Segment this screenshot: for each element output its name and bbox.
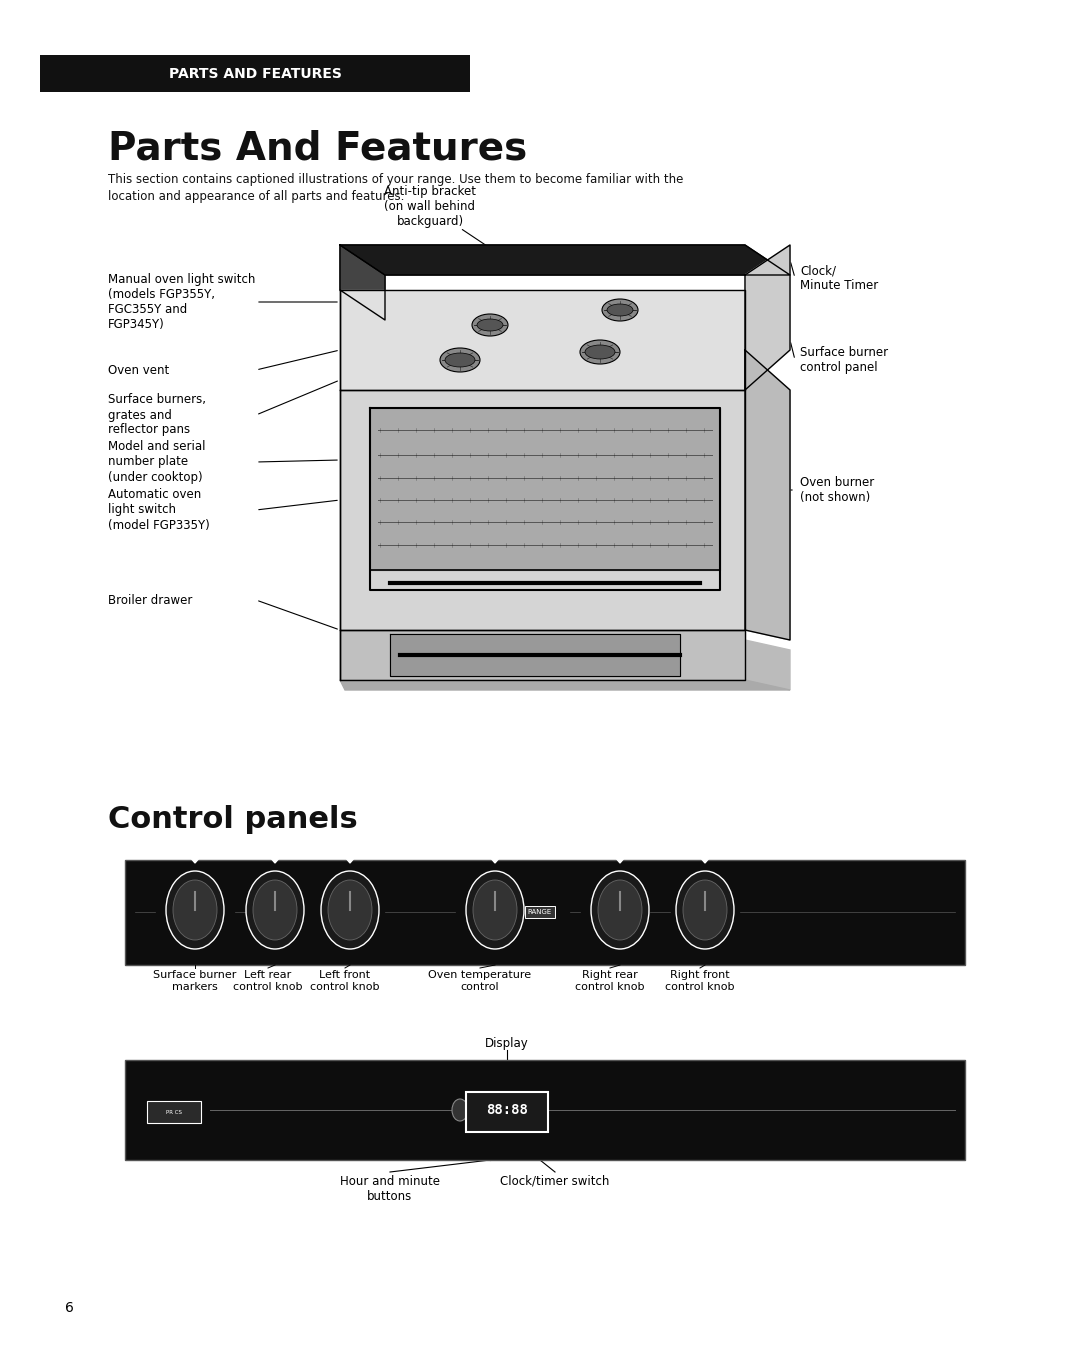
Polygon shape bbox=[700, 857, 710, 863]
Text: 6: 6 bbox=[65, 1301, 73, 1316]
Text: 88:88: 88:88 bbox=[486, 1103, 528, 1117]
Ellipse shape bbox=[328, 880, 372, 940]
Text: Oven vent: Oven vent bbox=[108, 364, 170, 376]
Ellipse shape bbox=[173, 880, 217, 940]
Ellipse shape bbox=[585, 345, 615, 359]
Bar bbox=[40, 55, 470, 92]
Ellipse shape bbox=[580, 340, 620, 364]
Polygon shape bbox=[345, 857, 355, 863]
Ellipse shape bbox=[477, 319, 503, 332]
Text: Oven burner
(not shown): Oven burner (not shown) bbox=[800, 476, 874, 504]
Ellipse shape bbox=[683, 880, 727, 940]
Text: Display: Display bbox=[485, 1037, 529, 1050]
Text: Surface burner
control panel: Surface burner control panel bbox=[800, 346, 888, 373]
Polygon shape bbox=[340, 290, 745, 390]
Polygon shape bbox=[370, 408, 720, 570]
Text: Right rear
control knob: Right rear control knob bbox=[576, 971, 645, 992]
FancyBboxPatch shape bbox=[465, 1092, 548, 1132]
Text: RANGE: RANGE bbox=[528, 909, 552, 915]
Text: PARTS AND FEATURES: PARTS AND FEATURES bbox=[168, 67, 341, 81]
Text: Model and serial
number plate
(under cooktop): Model and serial number plate (under coo… bbox=[108, 441, 205, 484]
Text: Broiler drawer: Broiler drawer bbox=[108, 593, 192, 607]
Polygon shape bbox=[745, 640, 789, 690]
Text: Clock/timer switch: Clock/timer switch bbox=[500, 1175, 610, 1188]
Polygon shape bbox=[190, 857, 200, 863]
Polygon shape bbox=[340, 245, 789, 275]
Bar bbox=[125, 860, 966, 965]
FancyBboxPatch shape bbox=[147, 1101, 201, 1123]
Bar bbox=[125, 1060, 966, 1161]
Text: Right front
control knob: Right front control knob bbox=[665, 971, 734, 992]
Polygon shape bbox=[340, 679, 789, 690]
Ellipse shape bbox=[607, 305, 633, 315]
Ellipse shape bbox=[598, 880, 642, 940]
Ellipse shape bbox=[166, 871, 224, 949]
Polygon shape bbox=[340, 630, 745, 679]
Ellipse shape bbox=[465, 871, 524, 949]
Ellipse shape bbox=[473, 880, 517, 940]
Text: Parts And Features: Parts And Features bbox=[108, 129, 527, 167]
Text: PR CS: PR CS bbox=[166, 1109, 183, 1115]
Polygon shape bbox=[490, 857, 500, 863]
Ellipse shape bbox=[321, 871, 379, 949]
Ellipse shape bbox=[676, 871, 734, 949]
Ellipse shape bbox=[472, 314, 508, 336]
Ellipse shape bbox=[453, 1099, 468, 1122]
Text: Left rear
control knob: Left rear control knob bbox=[233, 971, 302, 992]
Text: Left front
control knob: Left front control knob bbox=[310, 971, 380, 992]
Polygon shape bbox=[745, 245, 789, 390]
Polygon shape bbox=[615, 857, 625, 863]
Ellipse shape bbox=[602, 299, 638, 321]
Text: Surface burner
markers: Surface burner markers bbox=[153, 971, 237, 992]
Polygon shape bbox=[745, 350, 789, 640]
Text: Anti-tip bracket
(on wall behind
backguard): Anti-tip bracket (on wall behind backgua… bbox=[384, 185, 476, 228]
Text: Automatic oven
light switch
(model FGP335Y): Automatic oven light switch (model FGP33… bbox=[108, 488, 210, 531]
Ellipse shape bbox=[591, 871, 649, 949]
Polygon shape bbox=[390, 634, 680, 675]
Text: Control panels: Control panels bbox=[108, 806, 357, 834]
Ellipse shape bbox=[445, 353, 475, 367]
Ellipse shape bbox=[246, 871, 303, 949]
Polygon shape bbox=[340, 245, 384, 319]
Text: Hour and minute
buttons: Hour and minute buttons bbox=[340, 1175, 440, 1202]
Text: Oven temperature
control: Oven temperature control bbox=[429, 971, 531, 992]
Ellipse shape bbox=[440, 348, 480, 372]
Text: This section contains captioned illustrations of your range. Use them to become : This section contains captioned illustra… bbox=[108, 173, 684, 204]
Text: Manual oven light switch
(models FGP355Y,
FGC355Y and
FGP345Y): Manual oven light switch (models FGP355Y… bbox=[108, 274, 255, 332]
Text: Clock/
Minute Timer: Clock/ Minute Timer bbox=[800, 264, 878, 293]
Polygon shape bbox=[270, 857, 280, 863]
Text: Surface burners,
grates and
reflector pans: Surface burners, grates and reflector pa… bbox=[108, 394, 206, 437]
Ellipse shape bbox=[253, 880, 297, 940]
Polygon shape bbox=[340, 390, 745, 630]
